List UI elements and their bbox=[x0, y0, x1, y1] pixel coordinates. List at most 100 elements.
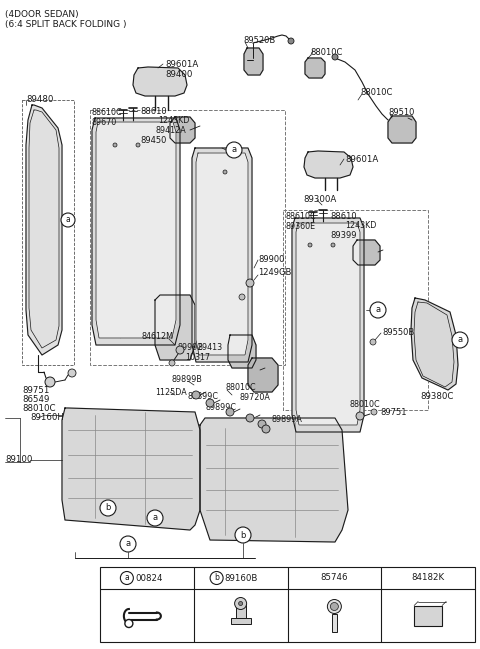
Circle shape bbox=[327, 600, 341, 613]
Text: 85746: 85746 bbox=[321, 574, 348, 583]
Text: 89899C: 89899C bbox=[188, 392, 219, 401]
Text: 89160B: 89160B bbox=[225, 574, 258, 583]
Circle shape bbox=[356, 412, 364, 420]
Text: a: a bbox=[125, 539, 131, 548]
Text: 89480: 89480 bbox=[26, 95, 53, 104]
Circle shape bbox=[120, 536, 136, 552]
Text: 89992: 89992 bbox=[178, 343, 204, 352]
Text: 89300A: 89300A bbox=[303, 195, 336, 204]
Text: 89751: 89751 bbox=[22, 386, 49, 395]
Text: 00824: 00824 bbox=[135, 574, 162, 583]
Bar bbox=[283, 210, 428, 410]
Circle shape bbox=[206, 399, 214, 407]
Circle shape bbox=[371, 409, 377, 415]
Polygon shape bbox=[192, 148, 252, 362]
Text: 89100: 89100 bbox=[5, 455, 32, 464]
Text: 89380C: 89380C bbox=[420, 392, 454, 401]
Text: a: a bbox=[66, 215, 71, 225]
Text: 10317: 10317 bbox=[185, 353, 210, 362]
Polygon shape bbox=[411, 298, 458, 390]
Text: 89550B: 89550B bbox=[382, 328, 414, 337]
Polygon shape bbox=[248, 358, 278, 392]
Text: a: a bbox=[375, 306, 381, 315]
Polygon shape bbox=[304, 151, 353, 178]
Polygon shape bbox=[296, 223, 360, 425]
Text: 84612M: 84612M bbox=[142, 332, 174, 341]
Circle shape bbox=[136, 143, 140, 147]
Polygon shape bbox=[170, 117, 195, 143]
Circle shape bbox=[45, 377, 55, 387]
Circle shape bbox=[235, 527, 251, 543]
Text: (4DOOR SEDAN): (4DOOR SEDAN) bbox=[5, 10, 79, 19]
Text: a: a bbox=[457, 336, 463, 345]
Text: 89412A: 89412A bbox=[156, 126, 187, 135]
Text: a: a bbox=[124, 574, 129, 583]
Circle shape bbox=[308, 243, 312, 247]
Polygon shape bbox=[305, 58, 325, 78]
Polygon shape bbox=[244, 48, 263, 75]
Text: 89899B: 89899B bbox=[172, 375, 203, 384]
Text: 89899C: 89899C bbox=[205, 403, 236, 412]
Text: (6:4 SPLIT BACK FOLDING ): (6:4 SPLIT BACK FOLDING ) bbox=[5, 20, 127, 29]
Polygon shape bbox=[62, 408, 200, 530]
Circle shape bbox=[192, 391, 200, 399]
Text: 89400: 89400 bbox=[165, 70, 192, 79]
Polygon shape bbox=[388, 116, 416, 143]
Circle shape bbox=[61, 213, 75, 227]
Polygon shape bbox=[26, 105, 62, 355]
Bar bbox=[90, 110, 285, 365]
Circle shape bbox=[223, 170, 227, 174]
Text: 89751: 89751 bbox=[380, 408, 407, 417]
Circle shape bbox=[330, 602, 338, 611]
Bar bbox=[100, 567, 475, 642]
Bar bbox=[22, 100, 74, 365]
Circle shape bbox=[332, 54, 338, 60]
Polygon shape bbox=[353, 240, 380, 265]
Circle shape bbox=[246, 279, 254, 287]
Text: 89360E: 89360E bbox=[285, 222, 315, 231]
Polygon shape bbox=[96, 122, 176, 338]
Text: 88010C: 88010C bbox=[310, 48, 342, 57]
Text: a: a bbox=[231, 145, 237, 154]
Text: 89399: 89399 bbox=[330, 231, 357, 240]
Circle shape bbox=[370, 302, 386, 318]
Text: 89413: 89413 bbox=[198, 343, 223, 352]
Text: 89520B: 89520B bbox=[243, 36, 275, 45]
Text: 89720A: 89720A bbox=[240, 393, 271, 402]
Text: 1243KD: 1243KD bbox=[345, 221, 376, 230]
Text: 89160H: 89160H bbox=[30, 413, 64, 422]
Text: 89601A: 89601A bbox=[165, 60, 198, 69]
Polygon shape bbox=[228, 335, 256, 368]
Circle shape bbox=[370, 339, 376, 345]
Text: 88010C: 88010C bbox=[22, 404, 56, 413]
Polygon shape bbox=[92, 118, 180, 345]
Circle shape bbox=[239, 602, 242, 606]
Circle shape bbox=[210, 572, 223, 585]
Text: 89670: 89670 bbox=[91, 118, 116, 127]
Circle shape bbox=[226, 142, 242, 158]
Text: 89510: 89510 bbox=[388, 108, 414, 117]
Circle shape bbox=[235, 598, 247, 609]
Text: 86549: 86549 bbox=[22, 395, 49, 404]
Polygon shape bbox=[133, 67, 187, 96]
Text: b: b bbox=[105, 504, 111, 513]
Polygon shape bbox=[200, 418, 348, 542]
Text: 1249GB: 1249GB bbox=[258, 268, 291, 277]
Text: 89899A: 89899A bbox=[272, 415, 303, 424]
Circle shape bbox=[120, 572, 133, 585]
Circle shape bbox=[262, 425, 270, 433]
Bar bbox=[332, 613, 337, 631]
Text: 88010C: 88010C bbox=[225, 383, 256, 392]
Text: 1125DA: 1125DA bbox=[155, 388, 187, 397]
Circle shape bbox=[239, 294, 245, 300]
Text: 89601A: 89601A bbox=[345, 155, 378, 164]
Bar bbox=[414, 606, 442, 626]
Circle shape bbox=[125, 620, 133, 628]
Polygon shape bbox=[196, 153, 248, 355]
Polygon shape bbox=[292, 218, 364, 432]
Text: 88610: 88610 bbox=[140, 107, 167, 116]
Text: 89450: 89450 bbox=[140, 136, 167, 145]
Text: 89900: 89900 bbox=[258, 255, 284, 264]
Circle shape bbox=[246, 414, 254, 422]
Text: b: b bbox=[240, 530, 246, 539]
